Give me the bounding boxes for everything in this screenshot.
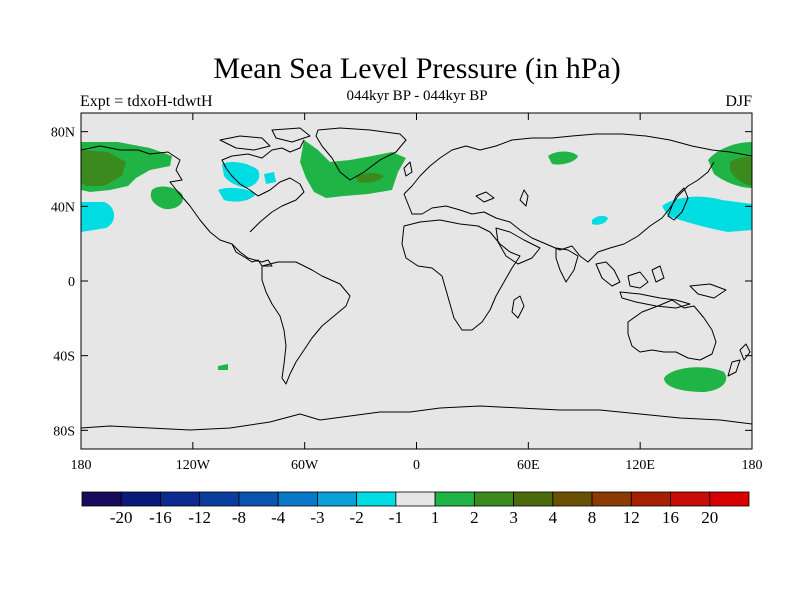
x-tick-label: 180 [71, 458, 92, 473]
colorbar-label: 2 [470, 508, 479, 527]
colorbar-swatch [238, 491, 279, 507]
colorbar-label: -16 [149, 508, 172, 527]
colorbar-label: -3 [310, 508, 324, 527]
colorbar-label: -20 [110, 508, 133, 527]
colorbar-label: -2 [350, 508, 364, 527]
y-tick-label: 40N [51, 200, 75, 215]
y-tick-label: 40S [53, 350, 75, 365]
anomaly-region-natlantic-core [356, 173, 384, 183]
anomaly-region-labrador-neg [218, 187, 256, 202]
season-label: DJF [725, 93, 752, 110]
colorbar-label: 20 [701, 508, 718, 527]
colorbar-swatch [709, 491, 750, 507]
anomaly-region-siberia [548, 151, 578, 165]
anomaly-region-small-neg [264, 172, 276, 184]
coastlines [81, 127, 752, 431]
anomaly-region-npacific [150, 186, 184, 210]
map-subtitle: 044kyr BP - 044kyr BP [346, 88, 488, 104]
anomaly-region-southern-ocean [664, 367, 727, 392]
colorbar-swatch [277, 491, 318, 507]
x-tick-label: 180 [742, 458, 763, 473]
colorbar-swatch [199, 491, 240, 507]
colorbar-label: -12 [188, 508, 211, 527]
colorbar-swatch [513, 491, 554, 507]
x-tick-label: 120W [176, 458, 211, 473]
colorbar: -20 -16 -12 -8 -4 -3 -2 -1 1 2 3 4 8 12 16 20 [81, 491, 750, 527]
colorbar-swatch [120, 491, 161, 507]
anomaly-region-bering-core [730, 156, 752, 186]
map-title: Mean Sea Level Pressure (in hPa) [213, 52, 621, 85]
colorbar-swatch [160, 491, 201, 507]
anomaly-region-natlantic [300, 140, 406, 198]
colorbar-swatch [434, 491, 475, 507]
anomaly-region-alaska-core [81, 150, 126, 186]
colorbar-swatch [473, 491, 514, 507]
x-tick-label: 120E [625, 458, 655, 473]
y-tick-label: 80S [53, 424, 75, 439]
experiment-label: Expt = tdxoH-tdwtH [80, 93, 213, 110]
colorbar-swatch [81, 491, 122, 507]
colorbar-label: -4 [271, 508, 286, 527]
colorbar-label: 16 [662, 508, 679, 527]
colorbar-swatch [317, 491, 358, 507]
colorbar-label: -1 [389, 508, 403, 527]
x-tick-label: 60E [517, 458, 540, 473]
colorbar-label: -8 [232, 508, 246, 527]
colorbar-swatch [630, 491, 671, 507]
colorbar-label: 12 [623, 508, 640, 527]
colorbar-swatch [395, 491, 436, 507]
x-axis: 180 120W 60W 0 60E 120E 180 [71, 113, 763, 473]
y-tick-label: 80N [51, 126, 75, 141]
colorbar-label: 3 [509, 508, 518, 527]
colorbar-swatch [670, 491, 711, 507]
map-background [81, 113, 752, 449]
colorbar-label: 1 [431, 508, 440, 527]
y-axis: 80N 40N 0 40S 80S [51, 126, 752, 439]
x-tick-label: 0 [413, 458, 420, 473]
anomaly-region-hudson-neg [222, 162, 260, 188]
colorbar-swatch [591, 491, 632, 507]
y-tick-label: 0 [68, 275, 75, 290]
anomaly-region-ne-pacific-neg [81, 202, 115, 232]
colorbar-label: 8 [588, 508, 597, 527]
colorbar-swatch [356, 491, 397, 507]
x-tick-label: 60W [291, 458, 319, 473]
colorbar-swatch [552, 491, 593, 507]
colorbar-label: 4 [549, 508, 558, 527]
anomaly-region-tibet-neg [592, 215, 608, 225]
anomaly-region-spot [218, 364, 228, 370]
